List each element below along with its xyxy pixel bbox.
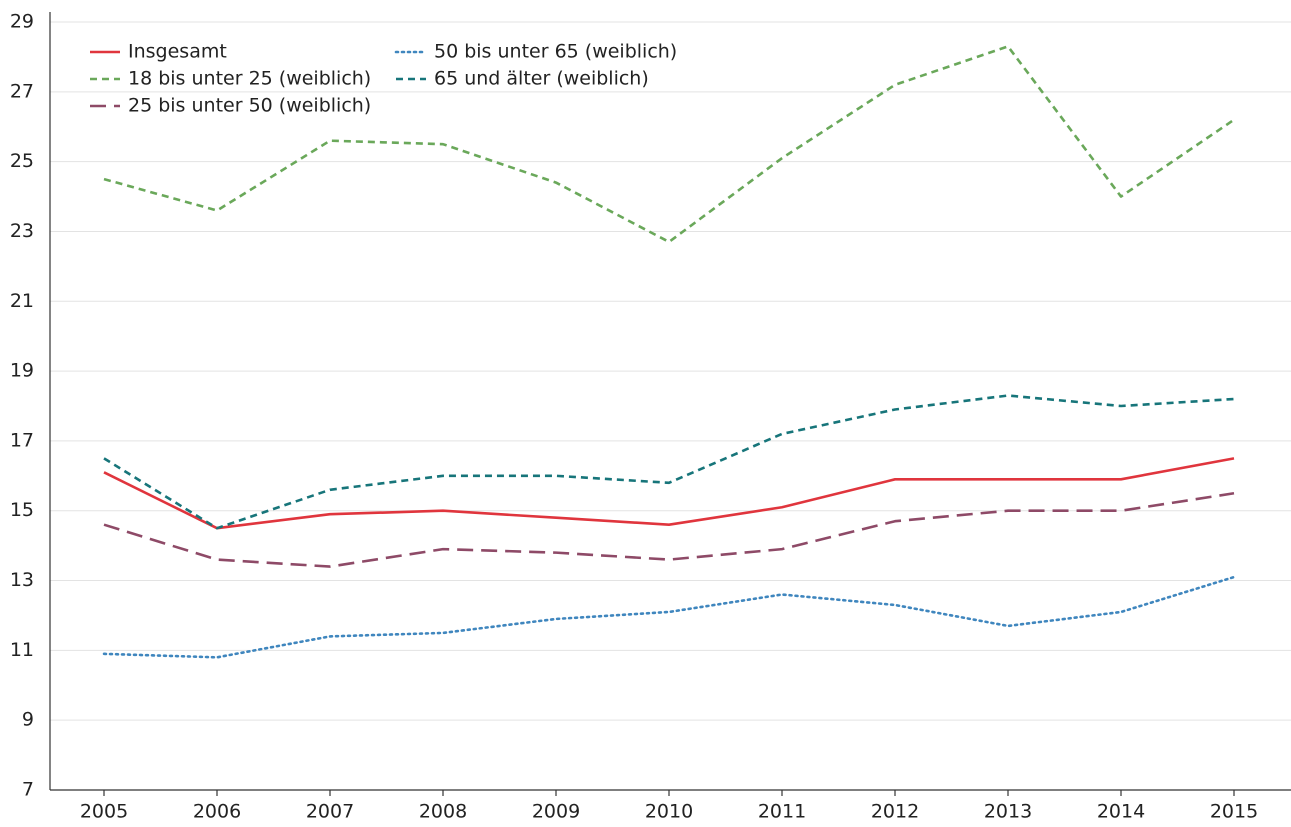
y-tick-label: 17 <box>10 429 34 451</box>
line-series <box>103 457 1235 530</box>
y-tick-label: 15 <box>10 499 34 521</box>
y-tick-label: 29 <box>10 11 34 33</box>
x-tick-label: 2005 <box>80 801 128 823</box>
line-series <box>103 45 1235 244</box>
y-tick-label: 7 <box>22 779 34 801</box>
legend-label: 18 bis unter 25 (weiblich) <box>128 68 371 90</box>
x-tick-label: 2007 <box>306 801 354 823</box>
legend-label: 65 und älter (weiblich) <box>434 68 649 90</box>
x-tick-label: 2010 <box>645 801 693 823</box>
y-tick-label: 25 <box>10 150 34 172</box>
x-tick-label: 2006 <box>193 801 241 823</box>
y-tick-label: 19 <box>10 360 34 382</box>
line-series <box>102 575 1236 659</box>
y-tick-label: 11 <box>10 639 34 661</box>
line-series <box>103 491 1235 568</box>
x-tick-label: 2009 <box>532 801 580 823</box>
x-tick-label: 2012 <box>871 801 919 823</box>
x-tick-label: 2015 <box>1210 801 1258 823</box>
y-tick-label: 23 <box>10 220 34 242</box>
legend-label: 25 bis unter 50 (weiblich) <box>128 95 371 117</box>
x-tick-label: 2014 <box>1097 801 1145 823</box>
x-tick-label: 2008 <box>419 801 467 823</box>
legend-label: Insgesamt <box>128 41 227 63</box>
y-tick-label: 27 <box>10 80 34 102</box>
y-tick-label: 13 <box>10 569 34 591</box>
x-tick-label: 2011 <box>758 801 806 823</box>
x-tick-label: 2013 <box>984 801 1032 823</box>
line-series <box>103 394 1235 530</box>
legend-label: 50 bis unter 65 (weiblich) <box>434 41 677 63</box>
y-tick-label: 9 <box>22 709 34 731</box>
y-tick-label: 21 <box>10 290 34 312</box>
